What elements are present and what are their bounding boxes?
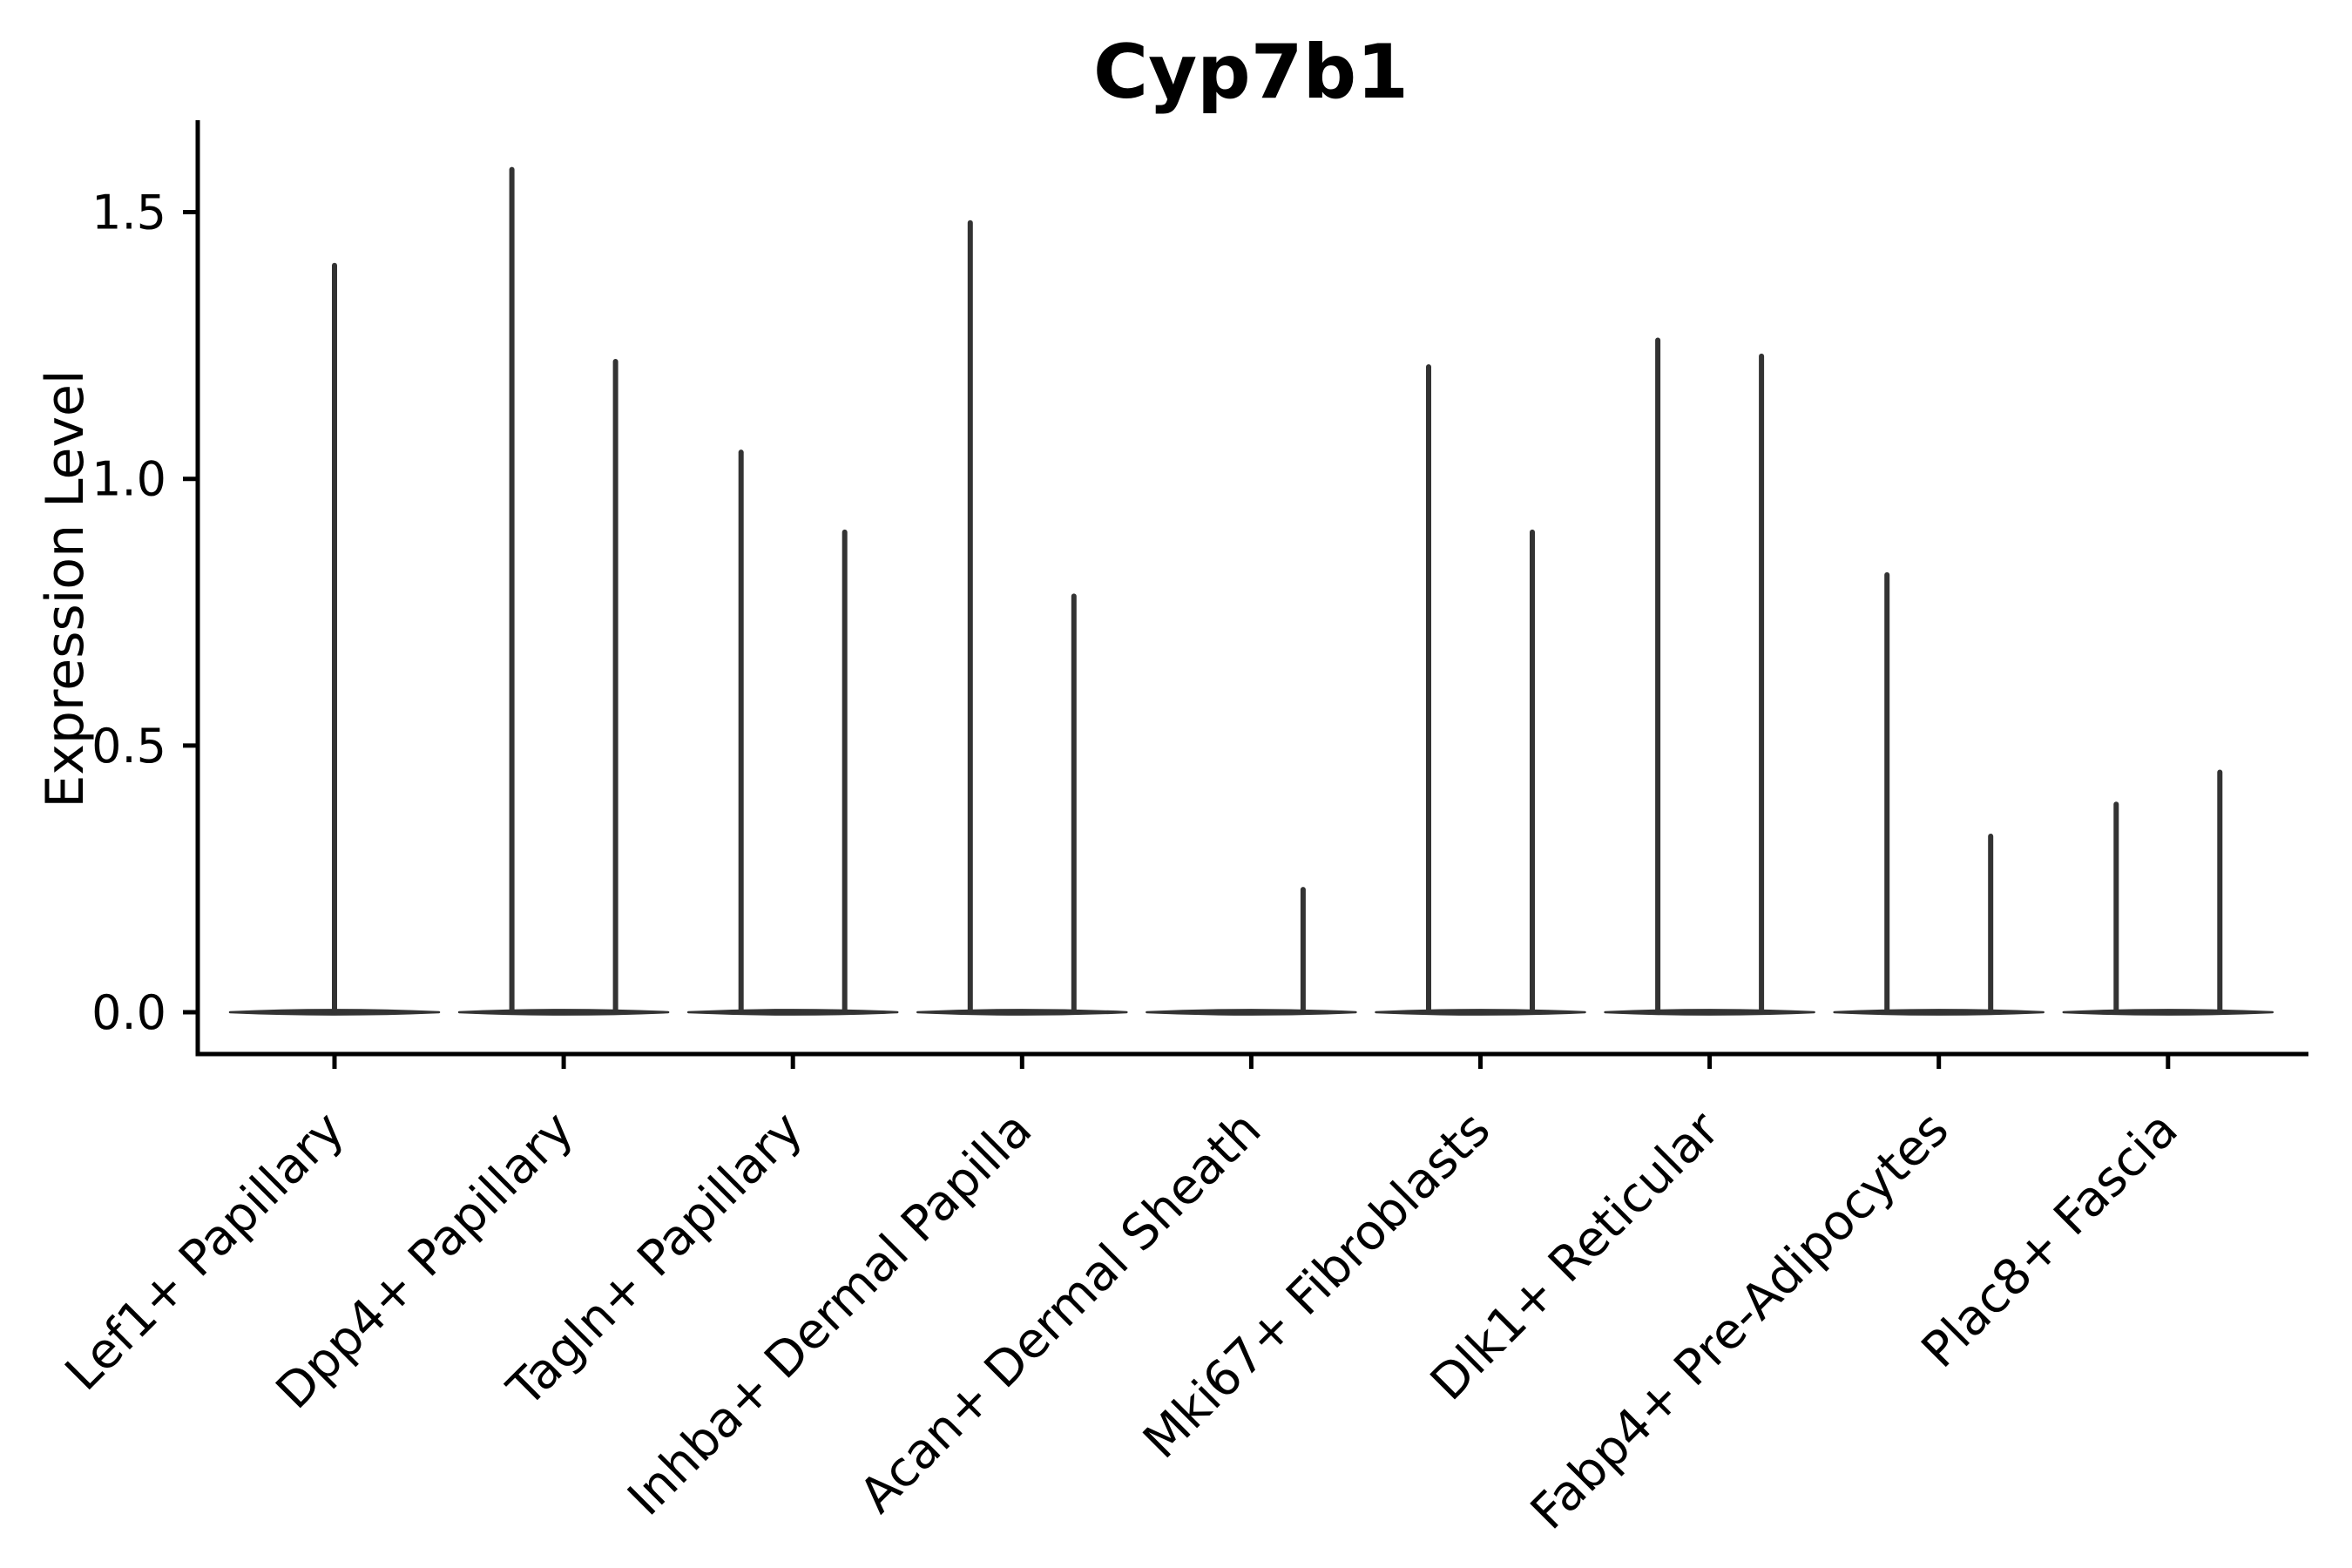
y-axis-ticks: 0.0 0.5 1.0 1.5 — [91, 186, 198, 1040]
violin-group — [1375, 364, 1586, 1016]
y-tick-label: 0.0 — [91, 985, 166, 1040]
violin-group — [2062, 769, 2274, 1016]
violin-group — [228, 262, 441, 1016]
violin-group — [1146, 887, 1357, 1016]
violin-base — [1604, 1009, 1815, 1016]
violin-group — [1833, 571, 2044, 1016]
violin-base — [1375, 1009, 1586, 1016]
x-axis-ticks — [332, 1054, 2171, 1069]
violins — [228, 166, 2274, 1016]
x-tick-label: Fabp4+ Pre-Adipocytes — [1520, 1101, 1960, 1541]
y-axis-label: Expression Level — [35, 369, 96, 808]
y-tick-label: 1.5 — [91, 186, 166, 240]
violin-base — [686, 1009, 899, 1016]
violin-group — [686, 449, 899, 1016]
x-tick-label: Acan+ Dermal Sheath — [849, 1101, 1273, 1524]
violin-base — [1146, 1009, 1357, 1016]
violin-group — [457, 166, 670, 1016]
chart-title: Cyp7b1 — [1093, 29, 1409, 116]
violin-group — [916, 220, 1128, 1016]
x-tick-label: Inhba+ Dermal Papilla — [618, 1101, 1044, 1527]
violin-group — [1604, 337, 1815, 1016]
y-tick-label: 1.0 — [91, 452, 166, 507]
violin-base — [2062, 1009, 2274, 1016]
y-tick-label: 0.5 — [91, 719, 166, 774]
violin-base — [1833, 1009, 2044, 1016]
violin-base — [916, 1009, 1128, 1016]
violin-base — [457, 1009, 670, 1016]
